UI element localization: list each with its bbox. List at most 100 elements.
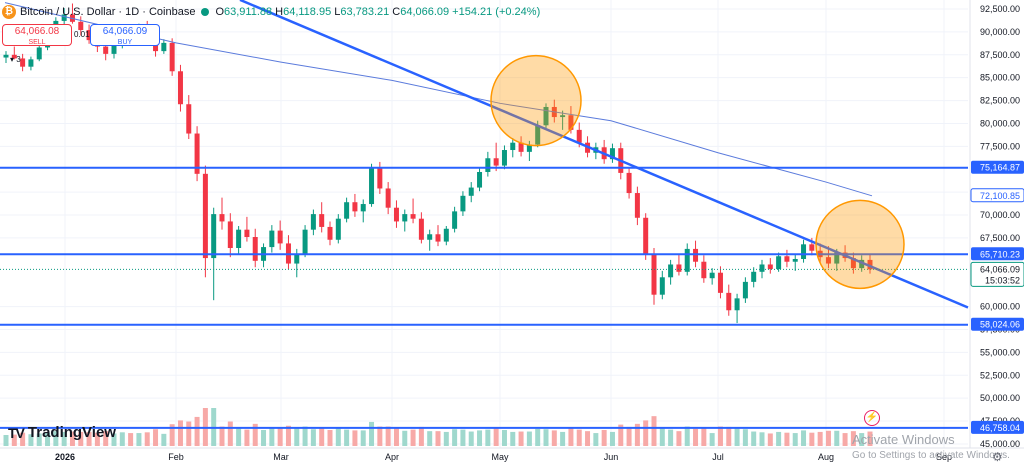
settings-gear-icon[interactable]: ⚙ [992,450,1003,464]
candle-body [759,264,765,272]
candle-body [435,234,441,242]
volume-bar [402,430,408,446]
volume-bar [69,431,75,446]
volume-bar [261,430,267,446]
symbol-header: ₿ Bitcoin / U.S. Dollar · 1D · Coinbase … [2,3,540,21]
buy-label: BUY [117,39,133,46]
volume-bar [742,429,748,446]
volume-bar [111,433,117,446]
open-value: 63,911.88 [224,6,273,18]
candle-body [576,129,582,143]
volume-bar [501,430,507,446]
candle-body [244,229,250,238]
volume-bar [53,431,59,446]
volume-bar [867,431,873,446]
candle-body [477,171,483,188]
candle-body [717,272,723,293]
volume-bar [485,429,491,446]
volume-bar [219,426,225,446]
candle-body [177,71,183,105]
candle-body [460,195,466,212]
activate-windows-subtitle: Go to Settings to activate Windows. [852,450,1010,461]
volume-bar [643,420,649,446]
y-tick-label: 80,000.00 [980,118,1020,128]
candle-body [651,254,657,295]
candle-body [668,264,674,278]
level-tag-label: 75,164.87 [980,163,1020,173]
indicator-toggle[interactable]: ▾ 3 [10,55,21,64]
candle-body [302,229,308,254]
sell-button[interactable]: 64,066.08 SELL [2,24,72,46]
close-value: 64,066.09 [400,6,450,18]
candle-body [111,44,117,54]
volume-bar [443,431,449,446]
volume-bar [385,426,391,446]
volume-bar [834,430,840,446]
candle-body [369,168,375,205]
candle-body [676,264,682,272]
candle-body [211,214,217,259]
candle-body [518,142,524,152]
candle-body [269,230,275,248]
candle-body [236,229,242,248]
volume-bar [543,429,549,446]
y-tick-label: 70,000.00 [980,210,1020,220]
last-price-tag-label: 64,066.09 [980,264,1020,274]
volume-bar [78,431,84,446]
indicator-count: 3 [16,55,21,64]
candle-body [543,106,549,126]
volume-bar [609,431,615,446]
y-tick-label: 82,500.00 [980,96,1020,106]
candle-body [809,244,815,251]
last-price-tag-bg [970,261,1024,287]
volume-bar [136,433,142,446]
volume-bar [319,427,325,446]
volume-bar [128,433,134,446]
candle-body [169,42,175,72]
bolt-icon[interactable]: ⚡ [864,410,880,426]
candle-body [410,214,416,219]
buy-button[interactable]: 64,066.09 BUY [90,24,160,46]
candle-body [626,172,632,194]
volume-bar [792,433,798,446]
volume-bar [726,426,732,446]
volume-bar [568,428,574,446]
volume-bar [585,431,591,446]
x-tick-label: Mar [273,452,289,462]
candle-body [801,244,807,259]
volume-bar [526,431,532,446]
volume-bar [310,429,316,446]
highlight-circle [815,199,905,290]
candle-body [327,226,333,240]
candle-body [867,259,873,270]
y-tick-label: 85,000.00 [980,73,1020,83]
volume-bar [759,432,765,446]
volume-bar [28,434,34,446]
candle-body [834,252,840,264]
volume-bar [169,424,175,446]
volume-bar [477,430,483,446]
volume-bar [352,430,358,446]
volume-bar [817,431,823,446]
candle-body [693,248,699,262]
volume-bar [369,421,375,446]
candle-body [726,292,732,311]
ma-tag-bg [970,188,1024,203]
volume-bar [767,433,773,446]
volume-bar [626,426,632,446]
candle-body [344,202,350,219]
volume-bar [452,429,458,446]
volume-bar [460,429,466,446]
volume-bar [327,430,333,446]
volume-bar [302,426,308,446]
volume-bar [659,428,665,446]
symbol-title[interactable]: Bitcoin / U.S. Dollar · 1D · Coinbase [20,6,196,18]
sell-label: SELL [28,39,46,46]
candle-body [86,30,92,41]
level-tag-bg [971,247,1024,261]
candle-body [526,144,532,152]
candle-body [28,59,34,67]
volume-bar [144,432,150,446]
y-tick-label: 52,500.00 [980,370,1020,380]
